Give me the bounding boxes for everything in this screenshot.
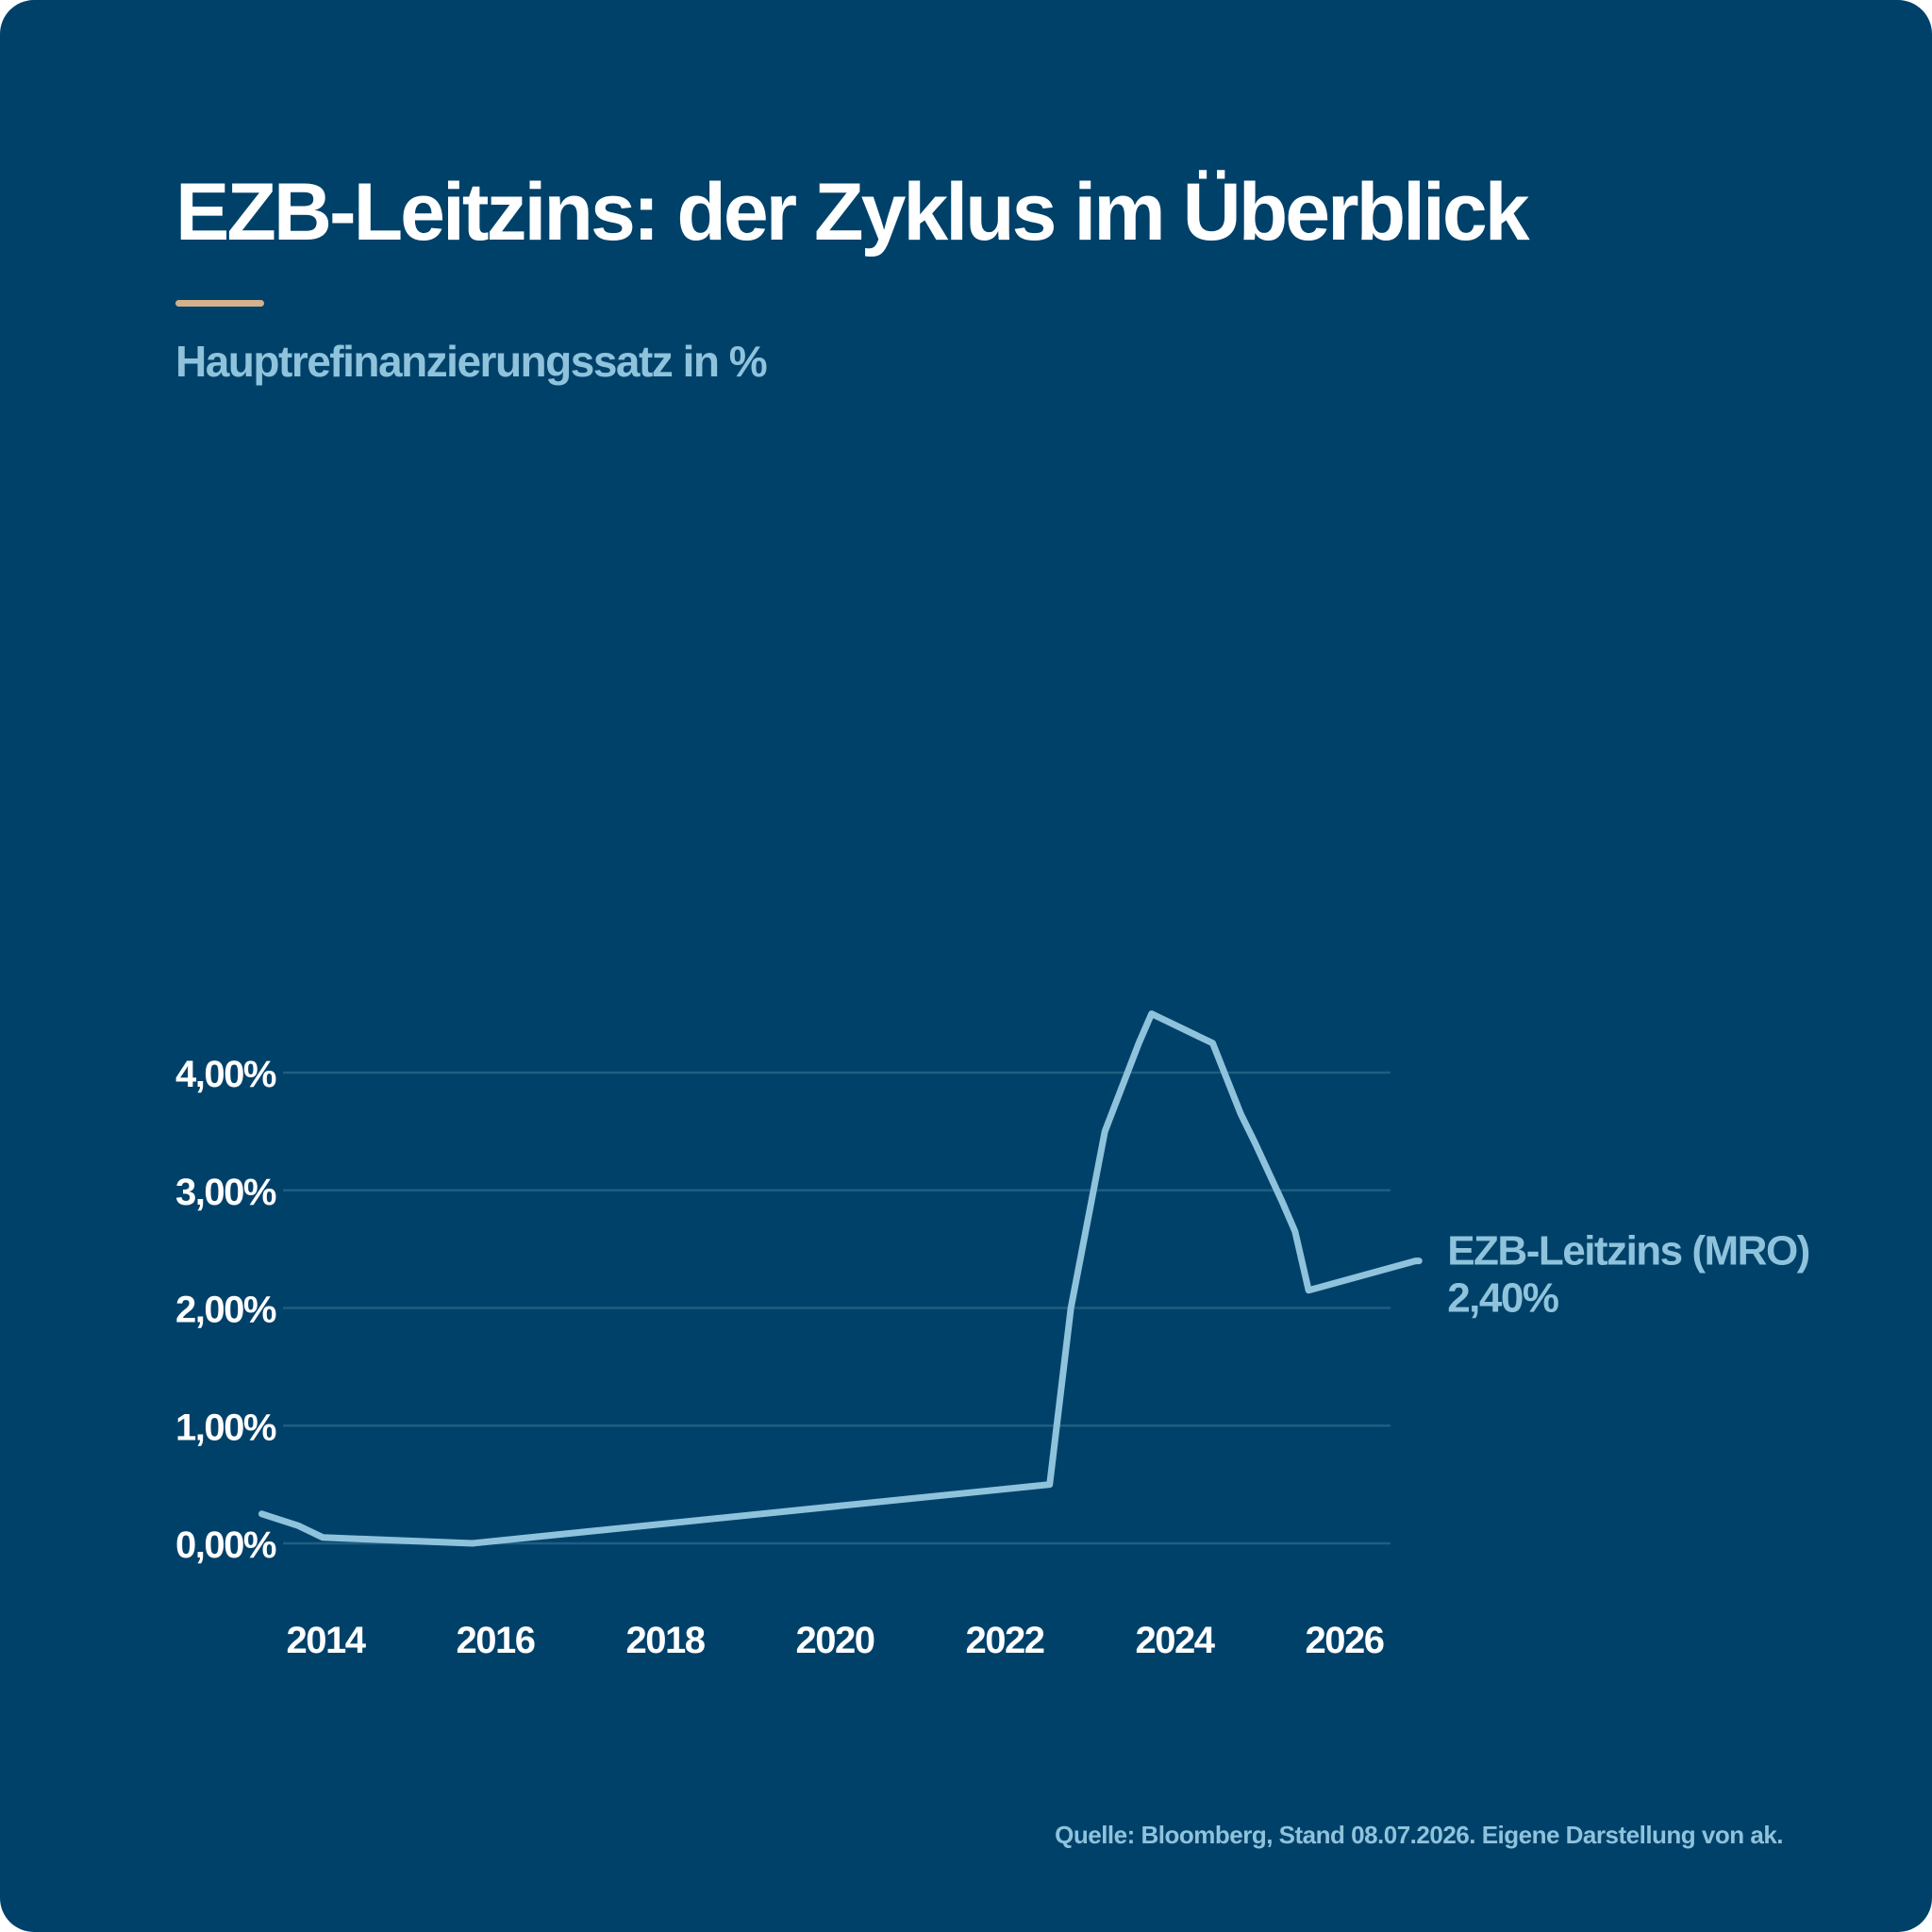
y-tick-label: 3,00% — [175, 1172, 276, 1213]
series-end-value-label: 2,40% — [1447, 1275, 1558, 1322]
x-axis-ticks: 2014 2016 2018 2020 2022 2024 2026 — [287, 1620, 1386, 1661]
x-tick-label: 2016 — [457, 1620, 535, 1661]
y-tick-label: 1,00% — [175, 1407, 276, 1448]
series-group: EZB-Leitzins (MRO)2,40% — [258, 1010, 1810, 1547]
y-axis-ticks: 0,00% 1,00% 2,00% 3,00% 4,00% — [175, 1054, 277, 1566]
grid-lines — [283, 1071, 1391, 1545]
y-tick-label: 4,00% — [175, 1054, 276, 1095]
title-accent-rule — [175, 300, 264, 307]
y-tick-label: 0,00% — [175, 1524, 276, 1566]
x-tick-label: 2022 — [966, 1620, 1044, 1661]
x-tick-label: 2020 — [796, 1620, 874, 1661]
chart-title: EZB-Leitzins: der Zyklus im Überblick — [175, 167, 1530, 258]
chart-subtitle: Hauptrefinanzierungssatz in % — [175, 337, 768, 386]
source-note: Quelle: Bloomberg, Stand 08.07.2026. Eig… — [1055, 1821, 1783, 1849]
series-name-label: EZB-Leitzins (MRO) — [1447, 1228, 1809, 1274]
y-tick-label: 2,00% — [175, 1290, 276, 1331]
x-tick-label: 2014 — [287, 1620, 367, 1661]
x-tick-label: 2026 — [1306, 1620, 1384, 1661]
x-tick-label: 2018 — [626, 1620, 706, 1661]
series-line — [258, 1010, 1423, 1547]
x-tick-label: 2024 — [1136, 1620, 1216, 1661]
